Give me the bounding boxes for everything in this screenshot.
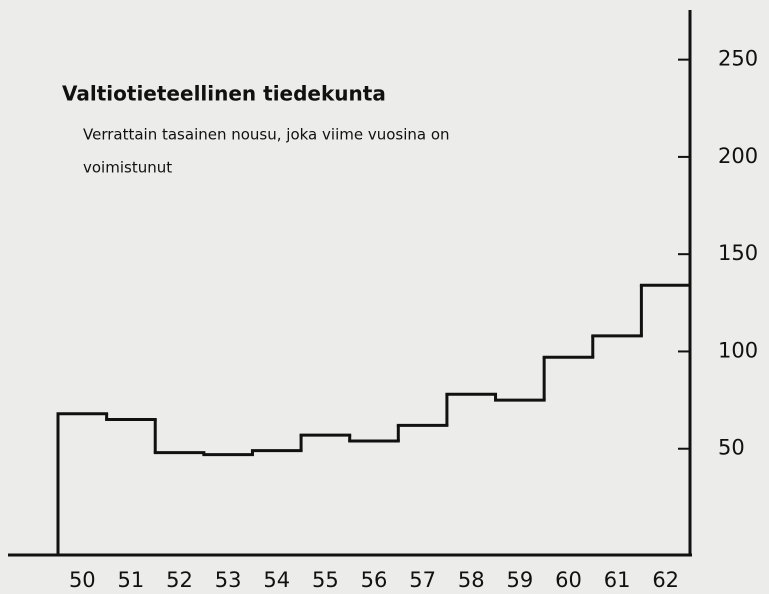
chart-title: Valtiotieteellinen tiedekunta [62,82,386,106]
x-tick-label: 53 [215,568,242,592]
y-tick-label: 250 [718,47,758,71]
y-tick-label: 100 [718,338,758,362]
x-tick-label: 56 [361,568,388,592]
x-tick-label: 50 [69,568,96,592]
x-tick-label: 62 [652,568,679,592]
x-tick-label: 61 [604,568,631,592]
y-tick-label: 150 [718,241,758,265]
x-tick-label: 59 [506,568,533,592]
x-tick-label: 52 [166,568,193,592]
y-tick-label: 200 [718,144,758,168]
x-tick-label: 51 [118,568,145,592]
x-tick-label: 55 [312,568,339,592]
chart-subtitle: Verrattain tasainen nousu, joka viime vu… [83,126,450,144]
chart-subtitle: voimistunut [83,159,172,177]
y-tick-label: 50 [718,436,745,460]
x-tick-label: 54 [263,568,290,592]
x-tick-label: 57 [409,568,436,592]
x-tick-label: 60 [555,568,582,592]
x-tick-label: 58 [458,568,485,592]
